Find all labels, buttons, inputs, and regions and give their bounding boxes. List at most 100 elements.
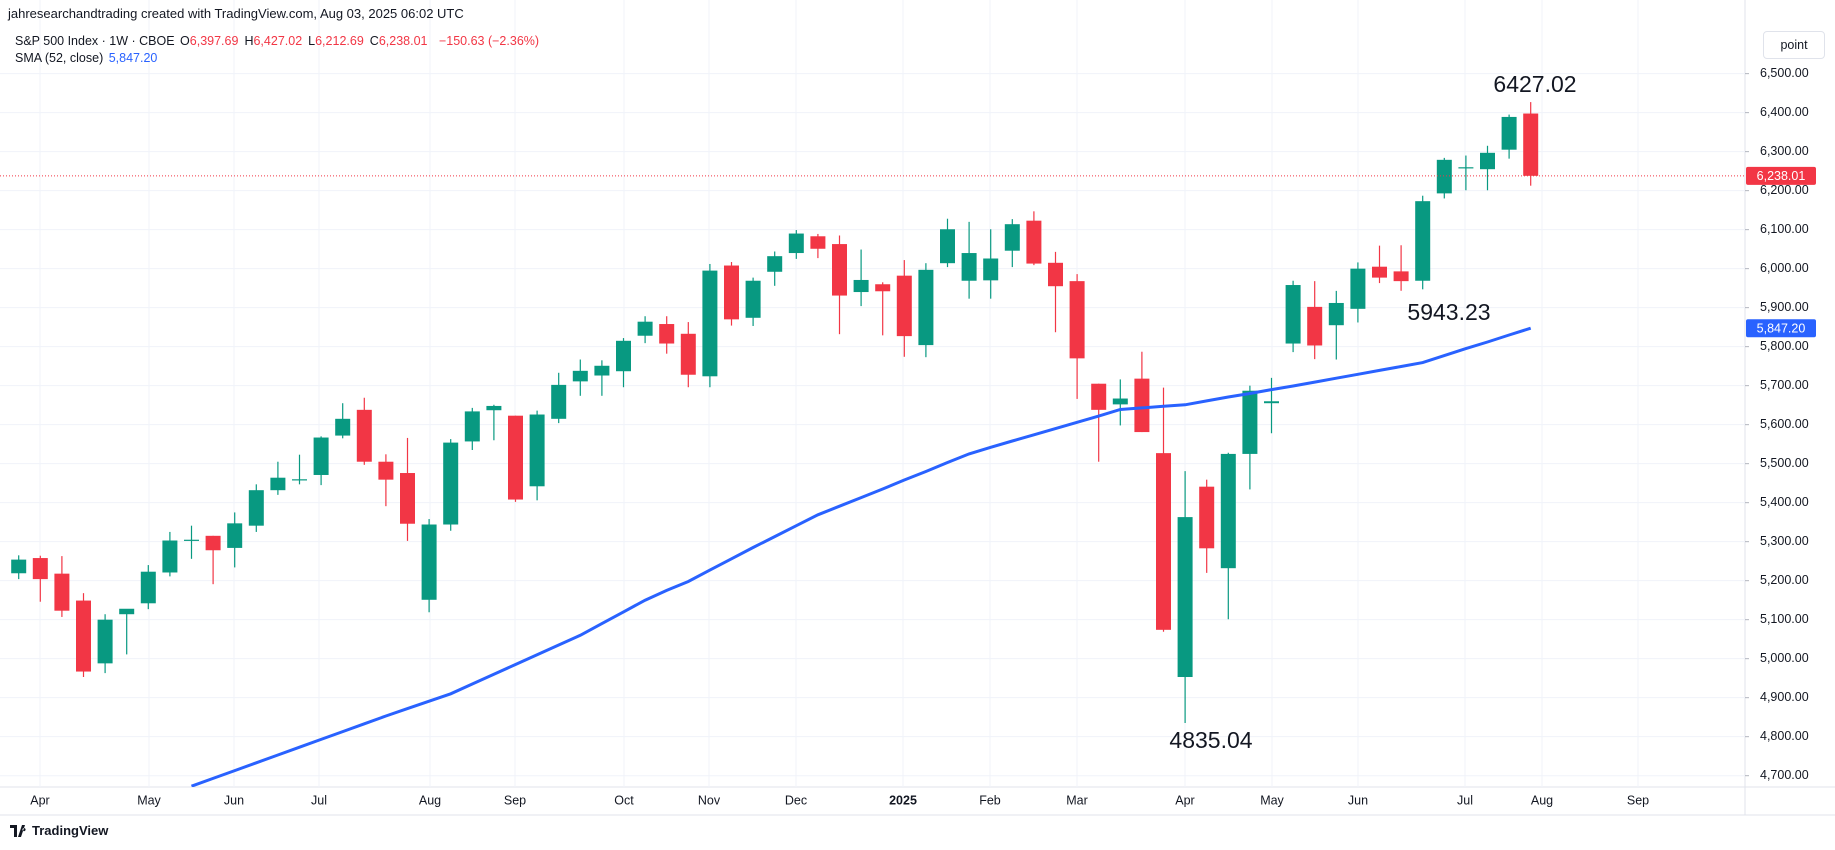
candle-body — [702, 270, 718, 377]
candle-body — [832, 244, 847, 296]
legend-value: 6,238.01 — [378, 34, 428, 48]
candle-body — [810, 236, 826, 249]
y-tick-label: 4,900.00 — [1760, 690, 1809, 704]
candle-body — [1112, 398, 1128, 405]
sma-tag — [1746, 319, 1816, 338]
y-tick-label: 5,000.00 — [1760, 651, 1809, 665]
candle-body — [32, 558, 48, 580]
legend-value: 6,212.69 — [315, 34, 364, 48]
candle-body — [1004, 224, 1020, 251]
candle-body — [594, 365, 610, 376]
last-price-tag — [1746, 166, 1816, 185]
y-tick-label: 6,500.00 — [1760, 66, 1809, 80]
candle-body — [1480, 152, 1495, 170]
candle-body — [1026, 220, 1042, 264]
candle-body — [1523, 113, 1539, 176]
legend-sma: SMA (52, close) 5,847.20 — [15, 51, 159, 65]
last-price-label: 6,238.01 — [1757, 169, 1806, 183]
x-tick-label: Aug — [419, 793, 441, 807]
y-tick-label: 5,600.00 — [1760, 417, 1809, 431]
legend-values: O6,397.69 H6,427.02 L6,212.69 C6,238.01 — [180, 34, 433, 48]
candle-body — [983, 258, 999, 281]
candle-body — [76, 600, 91, 672]
annotation: 4835.04 — [1169, 727, 1252, 753]
candle-body — [356, 409, 372, 462]
x-tick-label: May — [1260, 793, 1284, 807]
x-tick-label: Oct — [614, 793, 634, 807]
candle-body — [270, 477, 286, 491]
header: jahresearchandtrading created with Tradi… — [8, 6, 464, 21]
legend-ohlc: S&P 500 Index · 1W · CBOE O6,397.69 H6,42… — [15, 34, 541, 48]
candle-body — [1415, 201, 1431, 281]
candle-body — [724, 265, 739, 320]
y-tick-label: 5,500.00 — [1760, 456, 1809, 470]
candle-body — [1069, 281, 1085, 359]
y-tick-label: 6,400.00 — [1760, 105, 1809, 119]
candle-body — [335, 418, 351, 436]
y-tick-label: 4,700.00 — [1760, 768, 1809, 782]
candle-body — [1134, 378, 1150, 433]
candle-body — [767, 256, 783, 272]
x-tick-label: Jun — [224, 793, 244, 807]
candle-body — [227, 523, 243, 548]
candle-body — [1350, 268, 1366, 309]
x-tick-label: Mar — [1066, 793, 1088, 807]
legend-key: L — [308, 34, 316, 48]
x-tick-label: May — [137, 793, 161, 807]
candle-body — [551, 384, 567, 419]
candle-body — [918, 269, 934, 346]
plot-background — [0, 0, 1745, 787]
candle-body — [896, 275, 912, 337]
candle-body — [1285, 285, 1301, 344]
candle-body — [205, 535, 221, 551]
y-tick-label: 5,400.00 — [1760, 495, 1809, 509]
candle-body — [659, 324, 675, 344]
candle-body — [853, 279, 869, 293]
candle-body — [1458, 167, 1474, 169]
candle-body — [1328, 302, 1344, 326]
candle-body — [1177, 517, 1193, 678]
legend-sma-value: 5,847.20 — [108, 51, 158, 65]
candle-body — [1156, 453, 1171, 630]
brand: TradingView — [10, 823, 108, 838]
candle-body — [292, 479, 307, 481]
candle-body — [1199, 486, 1215, 549]
legend-value: 6,397.69 — [189, 34, 239, 48]
candle-body — [940, 229, 955, 264]
legend-key: H — [244, 34, 254, 48]
x-tick-label: Apr — [1175, 793, 1194, 807]
y-tick-label: 5,800.00 — [1760, 339, 1809, 353]
candle-body — [1436, 159, 1452, 194]
x-tick-label: Dec — [785, 793, 807, 807]
candle-body — [875, 284, 891, 292]
candle-body — [637, 321, 653, 336]
brand-icon — [10, 824, 26, 837]
x-tick-label: Jul — [1457, 793, 1473, 807]
candle-body — [572, 370, 588, 382]
legend-key: C — [369, 34, 379, 48]
sma-clip-group — [190, 326, 1532, 787]
candle-body — [248, 490, 264, 526]
candle-body — [1393, 271, 1409, 282]
x-tick-label: Sep — [504, 793, 526, 807]
legend-key: O — [180, 34, 190, 48]
candle-body — [378, 461, 394, 480]
y-tick-label: 6,000.00 — [1760, 261, 1809, 275]
candle-body — [788, 233, 804, 254]
candle-body — [961, 253, 977, 281]
scale-button[interactable]: point — [1763, 31, 1825, 59]
candle-body — [508, 415, 523, 500]
x-tick-label: Jun — [1348, 793, 1368, 807]
candle-body — [529, 414, 545, 487]
annotation: 5943.23 — [1407, 299, 1490, 325]
candle-body — [184, 539, 199, 541]
candle-body — [616, 340, 631, 372]
candle-body — [1372, 266, 1387, 278]
candle-body — [1091, 383, 1107, 410]
sma-label: 5,847.20 — [1757, 322, 1806, 336]
sma-line — [190, 326, 1532, 787]
y-tick-label: 6,200.00 — [1760, 183, 1809, 197]
y-tick-label: 5,700.00 — [1760, 378, 1809, 392]
candle-body — [486, 405, 502, 411]
